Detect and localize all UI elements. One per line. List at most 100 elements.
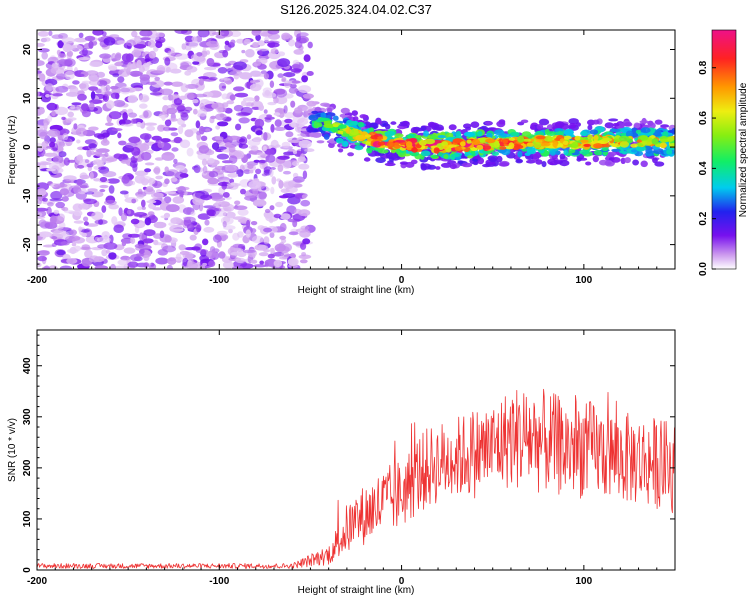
spectrogram-signal-blob [367, 138, 374, 142]
spectrogram-noise-blob [263, 109, 268, 114]
spectrogram-noise-blob [174, 30, 188, 34]
spectrogram-noise-blob [74, 155, 84, 165]
spectrogram-noise-blob [198, 145, 210, 154]
spectrogram-noise-blob [186, 223, 195, 231]
spectrogram-signal-blob [612, 122, 620, 127]
spectrogram-noise-blob [273, 97, 279, 104]
spectrogram-signal-blob [520, 119, 529, 124]
spectrogram-ytick-label: 0 [22, 144, 33, 150]
spectrogram-noise-blob [164, 191, 176, 195]
spectrogram-noise-blob [236, 111, 250, 117]
spectrogram-noise-blob [220, 30, 230, 37]
spectrogram-signal-blob [563, 135, 572, 140]
spectrogram-noise-blob [210, 115, 217, 120]
spectrogram-noise-blob [135, 253, 145, 257]
spectrogram-noise-blob [99, 184, 109, 189]
spectrogram-noise-blob [42, 197, 48, 202]
spectrogram-signal-blob [514, 144, 524, 149]
spectrogram-noise-blob [45, 83, 54, 92]
spectrogram-signal-blob [632, 159, 639, 166]
spectrogram-noise-blob [180, 83, 189, 93]
spectrogram-noise-blob [157, 141, 165, 149]
spectrogram-noise-blob [51, 34, 64, 39]
spectrogram-noise-blob [77, 164, 85, 169]
spectrogram-noise-blob [221, 93, 229, 100]
spectrogram-signal-blob [622, 151, 628, 155]
spectrogram-noise-blob [165, 204, 180, 213]
spectrogram-noise-blob [229, 94, 236, 101]
spectrogram-noise-blob [95, 153, 107, 157]
spectrogram-noise-blob [118, 140, 127, 146]
spectrogram-noise-blob [192, 99, 199, 104]
spectrogram-noise-blob [196, 224, 201, 233]
spectrogram-noise-blob [46, 206, 52, 215]
snr-panel: -200 -100 0 100 0 100 200 300 400 Height of stra… [7, 329, 676, 596]
spectrogram-noise-blob [162, 126, 172, 132]
spectrogram-noise-blob [88, 143, 98, 149]
spectrogram-noise-blob [222, 261, 234, 269]
spectrogram-noise-blob [275, 201, 284, 208]
spectrogram-noise-blob [43, 37, 51, 42]
spectrogram-noise-blob [164, 57, 171, 66]
spectrogram-noise-blob [211, 31, 225, 36]
spectrogram-noise-blob [237, 231, 244, 238]
spectrogram-noise-blob [83, 198, 97, 205]
spectrogram-noise-blob [128, 112, 138, 118]
spectrogram-noise-blob [297, 32, 309, 37]
spectrogram-noise-blob [263, 236, 270, 245]
spectrogram-noise-blob [88, 126, 99, 131]
spectrogram-noise-blob [139, 248, 145, 254]
spectrogram-noise-blob [262, 145, 267, 152]
spectrogram-noise-blob [103, 242, 118, 250]
spectrogram-signal-blob [375, 157, 386, 164]
spectrogram-signal-blob [526, 142, 535, 147]
spectrogram-noise-blob [37, 31, 50, 37]
spectrogram-noise-blob [301, 252, 307, 257]
spectrogram-signal-blob [574, 135, 581, 141]
spectrogram-signal-blob [472, 160, 479, 166]
spectrogram-noise-blob [89, 79, 100, 86]
spectrogram-signal-blob [449, 163, 457, 170]
spectrogram-noise-blob [225, 164, 237, 172]
spectrogram-noise-blob [284, 118, 293, 124]
spectrogram-noise-blob [184, 92, 195, 100]
spectrogram-noise-blob [80, 184, 90, 189]
spectrogram-noise-blob [202, 238, 209, 246]
spectrogram-signal-blob [354, 142, 361, 146]
spectrogram-noise-blob [67, 111, 74, 118]
spectrogram-noise-blob [53, 183, 68, 188]
spectrogram-signal-blob [436, 143, 442, 148]
spectrogram-noise-blob [99, 176, 108, 183]
spectrogram-noise-blob [37, 262, 42, 268]
spectrogram-noise-blob [298, 209, 311, 217]
spectrogram-noise-blob [157, 124, 165, 132]
spectrogram-noise-blob [126, 209, 132, 215]
spectrogram-signal-blob [671, 128, 675, 135]
spectrogram-noise-blob [48, 30, 53, 36]
spectrogram-noise-blob [193, 108, 198, 115]
spectrogram-noise-blob [234, 92, 249, 98]
spectrogram-noise-blob [281, 141, 291, 149]
spectrogram-noise-blob [148, 50, 157, 59]
spectrogram-noise-blob [101, 249, 108, 257]
spectrogram-noise-blob [298, 163, 310, 170]
spectrogram-signal-blob [357, 121, 365, 128]
spectrogram-noise-blob [201, 158, 208, 166]
spectrogram-noise-blob [302, 170, 308, 179]
spectrogram-noise-blob [239, 263, 254, 269]
spectrogram-noise-blob [288, 39, 295, 47]
spectrogram-signal-blob [536, 123, 544, 130]
spectrogram-noise-blob [91, 191, 104, 198]
spectrogram-noise-blob [139, 74, 151, 81]
spectrogram-noise-blob [164, 235, 172, 243]
spectrogram-signal-blob [508, 137, 515, 141]
spectrogram-noise-blob [264, 148, 275, 155]
spectrogram-noise-blob [64, 70, 75, 80]
spectrogram-noise-blob [63, 157, 70, 166]
spectrogram-noise-blob [211, 102, 225, 110]
spectrogram-noise-blob [222, 49, 229, 58]
spectrogram-signal-blob [399, 161, 409, 165]
spectrogram-noise-blob [134, 225, 140, 234]
spectrogram-noise-blob [283, 243, 292, 252]
